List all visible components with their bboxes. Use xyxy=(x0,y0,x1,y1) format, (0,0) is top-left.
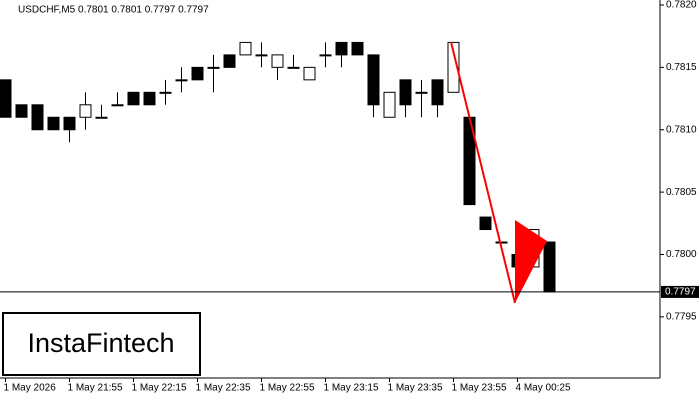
y-tick-label: 0.7820 xyxy=(666,0,697,11)
y-tick-label: 0.7815 xyxy=(666,62,697,73)
candle-body xyxy=(175,79,188,82)
chart-title: USDCHF,M5 0.7801 0.7801 0.7797 0.7797 xyxy=(18,5,209,16)
x-tick-label: 1 May 23:55 xyxy=(452,383,507,394)
candle-body xyxy=(159,91,172,94)
candle-body xyxy=(127,91,140,106)
candle-body xyxy=(543,241,556,293)
x-tick-label: 1 May 23:35 xyxy=(388,383,443,394)
candle-body xyxy=(399,79,412,106)
candle-body xyxy=(143,91,156,106)
candle-body xyxy=(447,41,460,93)
candle-body xyxy=(367,54,380,106)
x-tick-label: 1 May 22:55 xyxy=(260,383,315,394)
candle-body xyxy=(95,116,108,119)
plot xyxy=(0,41,556,293)
logo: InstaFintech xyxy=(27,328,174,358)
candle-body xyxy=(63,116,76,131)
candle-body xyxy=(271,54,284,68)
pattern-pennant xyxy=(515,220,547,303)
candle-body xyxy=(79,104,92,118)
y-tick-label: 0.7795 xyxy=(666,312,697,323)
candle-body xyxy=(207,66,220,69)
x-tick-label: 1 May 22:15 xyxy=(132,383,187,394)
candle-body xyxy=(479,216,492,231)
y-tick-label: 0.7805 xyxy=(666,187,697,198)
candle-body xyxy=(335,41,348,56)
candle-body xyxy=(319,54,332,57)
candle-body xyxy=(431,79,444,106)
candle-body xyxy=(303,66,316,81)
candle-body xyxy=(255,54,268,57)
x-tick-label: 1 May 22:35 xyxy=(196,383,251,394)
logo-box xyxy=(2,312,201,376)
current-price-label: 0.7797 xyxy=(665,287,696,298)
candle-body xyxy=(239,41,252,56)
candle-body xyxy=(15,104,28,118)
pattern-pole xyxy=(450,41,516,304)
x-tick-label: 1 May 23:15 xyxy=(324,383,379,394)
x-tick-label: 1 May 21:55 xyxy=(68,383,123,394)
candle-body xyxy=(287,66,300,69)
candle-body xyxy=(0,79,12,118)
candle-body xyxy=(47,116,60,131)
candle-body xyxy=(383,91,396,118)
x-tick-label: 4 May 00:25 xyxy=(516,383,571,394)
candle-body xyxy=(351,41,364,56)
candle-body xyxy=(495,241,508,244)
candle-body xyxy=(31,104,44,131)
candle-body xyxy=(223,54,236,68)
candle-body xyxy=(415,91,428,94)
y-tick-label: 0.7810 xyxy=(666,124,697,135)
current-price-box xyxy=(661,285,699,298)
candle-body xyxy=(111,104,124,107)
candle-body xyxy=(191,66,204,81)
y-tick-label: 0.7800 xyxy=(666,249,697,260)
x-tick-label: 1 May 2026 xyxy=(4,383,57,394)
